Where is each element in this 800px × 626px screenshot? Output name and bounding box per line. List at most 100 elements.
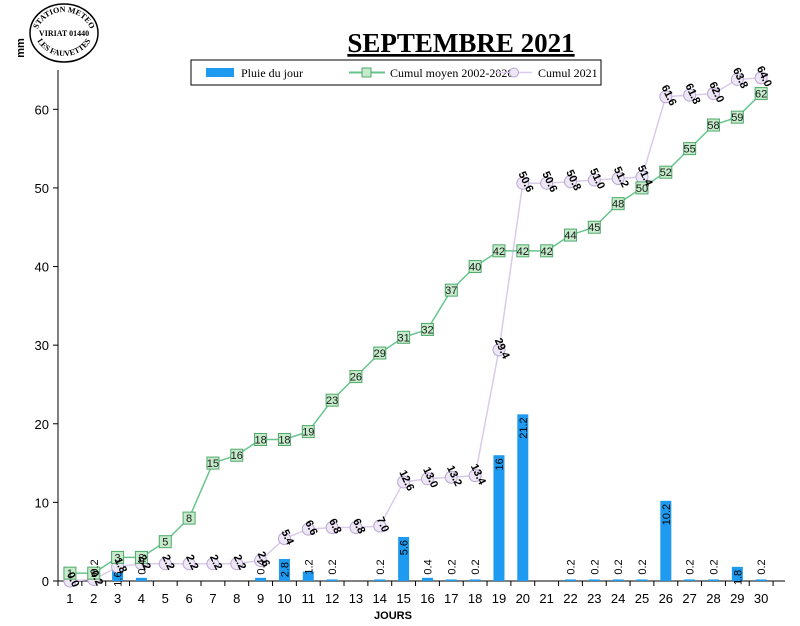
x-axis-label: JOURS [374, 610, 412, 622]
bar-day-12 [326, 579, 338, 581]
bar-day-25 [636, 579, 648, 581]
bar-day-14 [374, 579, 386, 581]
legend-label-cumul-moyen: Cumul moyen 2002-2020 [390, 66, 513, 80]
bar-value-label: 0.2 [708, 559, 720, 574]
point-cumul-2021-day-15 [397, 475, 411, 489]
cumul-moyen-value-label: 32 [421, 324, 433, 336]
legend-label-bars: Pluie du jour [241, 66, 303, 80]
point-cumul-moyen-day-1 [63, 566, 77, 580]
point-cumul-moyen-day-28 [706, 118, 720, 132]
x-tick-label: 18 [468, 591, 482, 606]
cumul-moyen-value-label: 58 [707, 120, 719, 132]
legend-marker-cumul-moyen [361, 67, 372, 78]
y-axis-label: mm [15, 38, 27, 58]
cumul-2021-value-label: 6.8 [326, 517, 343, 536]
point-cumul-2021-day-24 [611, 171, 625, 185]
bar-value-label: 0.2 [685, 559, 697, 574]
point-cumul-moyen-day-20 [516, 244, 530, 258]
x-tick-label: 24 [611, 591, 625, 606]
x-tick-label: 2 [90, 591, 97, 606]
bar-value-label: 0.2 [375, 559, 387, 574]
line-cumul-moyen [69, 93, 762, 574]
point-cumul-2021-day-22 [563, 175, 577, 189]
point-cumul-2021-day-8 [230, 557, 244, 571]
cumul-moyen-value-label: 3 [138, 552, 144, 564]
point-cumul-moyen-day-8 [230, 448, 244, 462]
x-tick-label: 25 [635, 591, 649, 606]
bar-day-4 [135, 577, 147, 581]
cumul-2021-value-label: 5.4 [278, 528, 296, 548]
bar-value-label: 0.4 [136, 559, 148, 574]
cumul-moyen-value-label: 16 [231, 450, 243, 462]
x-tick-label: 15 [396, 591, 410, 606]
cumul-2021-value-label: 6.8 [350, 517, 367, 536]
x-tick-label: 27 [682, 591, 696, 606]
cumul-moyen-value-label: 3 [115, 552, 121, 564]
legend-label-cumul-2021: Cumul 2021 [538, 66, 598, 80]
cumul-moyen-value-label: 5 [162, 537, 168, 549]
cumul-2021-value-label: 2.2 [231, 553, 248, 572]
cumul-2021-value-label: 2.2 [183, 553, 200, 572]
point-cumul-2021-day-10 [277, 532, 291, 546]
cumul-moyen-value-label: 42 [541, 246, 553, 258]
point-cumul-moyen-day-29 [730, 110, 744, 124]
point-cumul-moyen-day-10 [277, 432, 291, 446]
y-tick-label: 40 [35, 260, 49, 275]
legend-marker-cumul-2021 [509, 67, 519, 78]
cumul-moyen-value-label: 40 [469, 262, 481, 274]
cumul-moyen-value-label: 48 [612, 199, 624, 211]
bar-day-18 [469, 579, 481, 581]
cumul-2021-value-label: 2.2 [207, 553, 224, 572]
cumul-moyen-value-label: 18 [278, 434, 290, 446]
y-tick-label: 30 [35, 338, 49, 353]
point-cumul-2021-day-14 [373, 519, 387, 533]
cumul-2021-value-label: 0.2 [88, 569, 105, 588]
cumul-moyen-value-label: 42 [517, 246, 529, 258]
point-cumul-moyen-day-15 [397, 330, 411, 344]
bar-value-label: 0.2 [589, 559, 601, 574]
point-cumul-moyen-day-7 [206, 456, 220, 470]
x-tick-label: 13 [349, 591, 363, 606]
x-tick-label: 4 [138, 591, 145, 606]
cumul-moyen-value-label: 45 [588, 222, 600, 234]
cumul-moyen-value-label: 59 [731, 112, 743, 124]
y-tick-label: 0 [42, 574, 49, 589]
bar-value-label: 0.2 [446, 559, 458, 574]
point-cumul-moyen-day-19 [492, 244, 506, 258]
point-cumul-2021-day-30 [754, 71, 768, 85]
bar-day-28 [707, 579, 719, 581]
chart-title: SEPTEMBRE 2021 [347, 28, 574, 58]
x-tick-label: 16 [420, 591, 434, 606]
bar-value-label: 10.2 [661, 504, 673, 525]
point-cumul-2021-day-26 [659, 90, 673, 104]
x-tick-label: 23 [587, 591, 601, 606]
cumul-moyen-value-label: 8 [186, 513, 192, 525]
point-cumul-2021-day-11 [301, 522, 315, 536]
line-cumul-2021 [69, 77, 762, 582]
point-cumul-moyen-day-21 [540, 244, 554, 258]
cumul-moyen-value-label: 52 [660, 167, 672, 179]
point-cumul-2021-day-18 [468, 469, 482, 483]
bar-value-label: 0.2 [613, 559, 625, 574]
bar-day-16 [421, 577, 433, 581]
x-tick-label: 12 [325, 591, 339, 606]
x-tick-label: 5 [162, 591, 169, 606]
x-tick-label: 30 [754, 591, 768, 606]
cumul-2021-value-label: 0.0 [64, 570, 81, 589]
x-tick-label: 22 [563, 591, 577, 606]
point-cumul-moyen-day-30 [754, 87, 768, 101]
bar-day-20 [517, 414, 529, 581]
x-tick-label: 21 [539, 591, 553, 606]
point-cumul-moyen-day-2 [87, 566, 101, 580]
bar-day-17 [445, 579, 457, 581]
cumul-moyen-value-label: 29 [374, 348, 386, 360]
x-tick-label: 7 [209, 591, 216, 606]
bar-value-label: 0.4 [422, 559, 434, 574]
x-tick-label: 10 [277, 591, 291, 606]
cumul-moyen-value-label: 50 [636, 183, 648, 195]
x-tick-label: 11 [302, 591, 316, 606]
y-tick-label: 20 [35, 417, 49, 432]
bar-value-label: 0.2 [637, 559, 649, 574]
